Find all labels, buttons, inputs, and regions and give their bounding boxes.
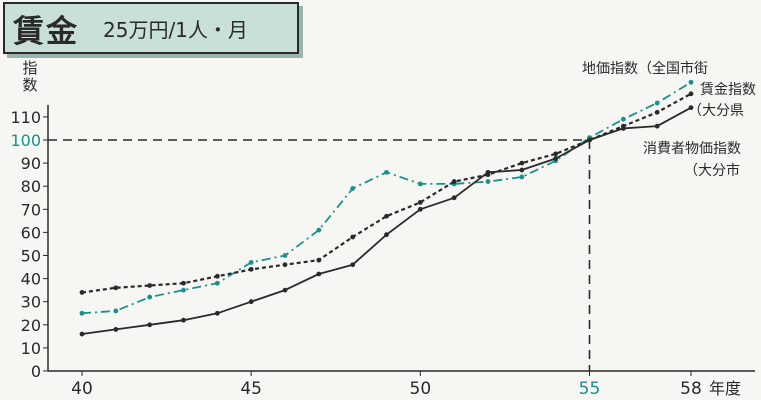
x-axis-label: 年度 [709,379,741,398]
data-point-wage [214,273,220,279]
y-tick-label: 110 [10,108,41,127]
annotation-wage-line1: 賃金指数 [700,82,756,98]
data-point-cpi [587,137,592,143]
data-point-cpi [384,232,389,238]
series-line-wage [81,92,692,294]
data-point-wage [113,285,119,291]
data-point-cpi [350,262,356,268]
data-point-cpi [181,317,186,323]
data-point-land [282,253,288,258]
y-tick-label: 0 [31,362,41,381]
annotation-cpi-line1: 消費者物価指数 [643,141,741,157]
data-point-land [147,294,153,300]
data-point-wage [417,199,423,205]
data-point-wage [147,283,153,288]
y-tick-label: 40 [21,270,41,289]
data-point-wage [282,262,288,268]
data-point-land [417,181,423,187]
annotation-wage-line2: （大分県 [688,103,744,119]
data-point-cpi [79,331,85,337]
data-point-cpi [316,271,322,277]
data-point-land [214,280,220,286]
data-point-cpi [620,126,626,131]
y-tick-label: 50 [21,247,41,266]
x-tick-label: 58 [680,379,702,399]
data-point-cpi [485,169,491,175]
data-point-land [654,100,660,106]
data-point-cpi [282,287,288,293]
data-point-cpi [553,156,559,161]
x-tick-label: 45 [240,379,262,399]
y-tick-label: 60 [21,223,41,242]
data-point-cpi [519,167,525,173]
x-tick-label: 40 [71,379,93,399]
data-point-wage [181,280,186,286]
data-point-cpi [417,206,423,212]
data-point-land [519,174,525,180]
data-point-land [350,186,356,191]
data-point-land [485,179,491,184]
data-point-land [688,79,694,85]
data-point-wage [79,290,85,295]
chart-unit: 25万円/1人・月 [103,17,248,42]
data-point-cpi [688,105,694,111]
data-point-land [384,169,389,175]
data-point-land [248,260,254,265]
y-tick-label: 90 [21,154,41,173]
data-point-wage [519,160,525,166]
x-tick-label: 50 [410,379,432,399]
y-tick-label: 70 [21,200,41,219]
y-tick-label: 20 [21,316,41,335]
y-axis-label: 指数 [22,59,38,94]
data-point-cpi [147,322,153,328]
data-point-wage [654,109,660,115]
y-tick-label: 30 [21,293,41,312]
series-line-land [81,81,692,315]
data-point-land [79,310,85,316]
data-point-wage [350,234,356,240]
y-tick-label: 100 [10,131,41,150]
data-point-cpi [248,299,254,305]
data-point-cpi [214,310,220,316]
chart-title: 賃金 [13,13,79,50]
data-point-cpi [654,123,660,129]
annotation-cpi-line2: （大分市 [684,163,740,179]
y-tick-label: 10 [21,339,41,358]
series-line-cpi [81,106,692,335]
data-point-wage [688,91,694,97]
data-point-wage [384,213,389,219]
data-point-land [181,287,186,293]
y-tick-label: 80 [21,177,41,196]
data-point-wage [248,266,254,272]
x-tick-label: 55 [579,379,601,399]
data-point-land [316,227,322,233]
data-point-land [620,116,626,122]
data-point-cpi [451,195,457,201]
data-point-wage [316,257,322,263]
data-point-cpi [113,327,119,332]
data-point-wage [553,151,559,157]
annotation-land-line1: 地価指数（全国市街 [582,61,708,77]
title-box: 賃金 25万円/1人・月 [3,2,299,54]
data-point-land [113,308,119,314]
data-point-wage [451,179,457,184]
